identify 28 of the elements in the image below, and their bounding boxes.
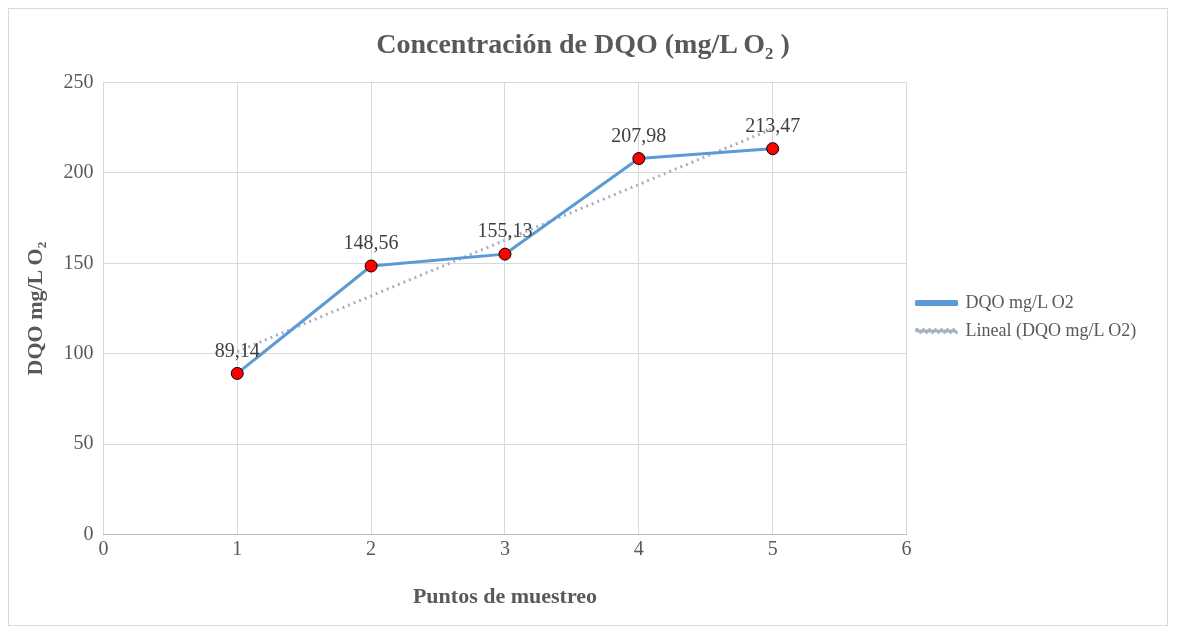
data-label: 213,47 <box>745 113 801 136</box>
legend-label: Lineal (DQO mg/L O2) <box>965 319 1137 341</box>
x-tick-label: 4 <box>633 536 644 559</box>
x-tick-label: 2 <box>366 536 377 559</box>
x-tick-label: 1 <box>232 536 243 559</box>
x-tick-label: 0 <box>98 536 109 559</box>
y-tick-label: 100 <box>63 341 94 364</box>
y-tick-label: 0 <box>83 521 94 544</box>
x-tick-label: 5 <box>767 536 778 559</box>
point <box>230 366 244 380</box>
point <box>766 142 780 156</box>
chart-title: Concentración de DQO (mg/L O₂ ) <box>376 28 790 60</box>
x-axis-title: Puntos de muestreo <box>412 583 598 609</box>
data-label: 155,13 <box>477 219 533 242</box>
x-tick-label: 6 <box>901 536 912 559</box>
point <box>364 259 378 273</box>
y-tick-label: 50 <box>73 431 94 454</box>
data-label: 89,14 <box>214 338 260 361</box>
legend-label: DQO mg/L O2 <box>965 291 1074 312</box>
point <box>498 247 512 261</box>
y-tick-label: 200 <box>63 160 94 183</box>
data-label: 148,56 <box>343 231 399 254</box>
x-tick-label: 3 <box>499 536 510 559</box>
y-tick-label: 150 <box>63 250 94 273</box>
point <box>632 152 646 166</box>
y-tick-label: 250 <box>63 69 94 92</box>
data-label: 207,98 <box>611 123 667 146</box>
y-axis-title: DQO mg/L O₂ <box>21 241 47 376</box>
